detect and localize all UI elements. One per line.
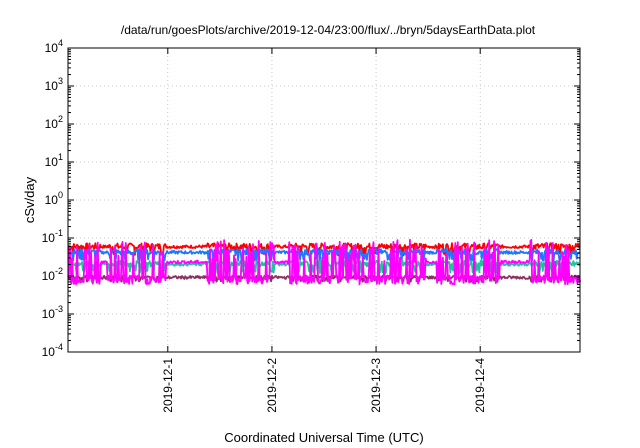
x-tick-label: 2019-12-3: [369, 358, 383, 413]
y-tick-label: 104: [45, 38, 63, 55]
y-tick-label: 10-2: [42, 266, 63, 283]
y-tick-label: 103: [45, 76, 63, 93]
y-tick-label: 102: [45, 114, 63, 131]
y-tick-label: 100: [45, 190, 63, 207]
y-tick-label: 10-3: [42, 304, 63, 321]
x-axis-label: Coordinated Universal Time (UTC): [224, 430, 423, 445]
x-axis-ticks: 2019-12-1 2019-12-2 2019-12-3 2019-12-4: [161, 48, 487, 413]
series-line: [67, 238, 581, 286]
y-axis-label: cSv/day: [22, 176, 37, 223]
x-tick-label: 2019-12-2: [265, 358, 279, 413]
x-tick-label: 2019-12-4: [473, 358, 487, 413]
data-series: [67, 238, 581, 286]
x-tick-label: 2019-12-1: [161, 358, 175, 413]
y-tick-label: 10-1: [42, 228, 63, 245]
y-axis-ticks: 10-4 10-3 10-2 10-1 100 101 102 103 104: [42, 38, 580, 359]
y-tick-label: 101: [45, 152, 63, 169]
y-tick-label: 10-4: [42, 342, 63, 359]
grid-lines: [68, 48, 580, 352]
chart-title: /data/run/goesPlots/archive/2019-12-04/2…: [121, 23, 536, 37]
